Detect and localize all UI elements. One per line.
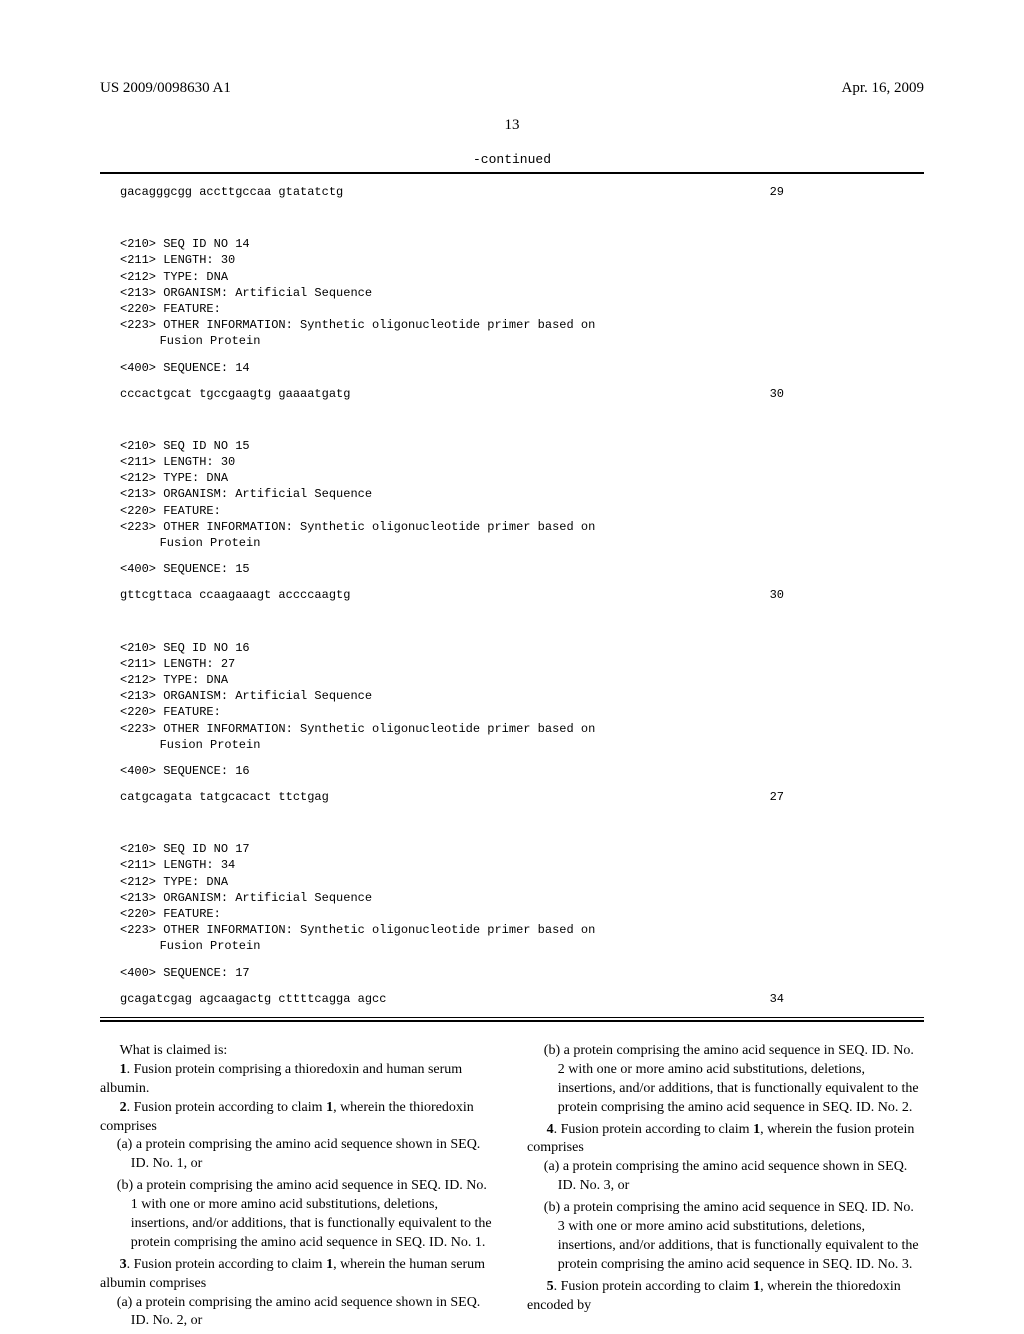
sequence-count: 30 — [770, 386, 784, 402]
seq-annotation: <210> SEQ ID NO 16 — [120, 640, 904, 656]
sequence-count: 30 — [770, 587, 784, 603]
divider-mid — [100, 1017, 924, 1018]
seq-annotation: <213> ORGANISM: Artificial Sequence — [120, 486, 904, 502]
claim-ref: 1 — [753, 1122, 760, 1137]
page-header: US 2009/0098630 A1 Apr. 16, 2009 — [100, 80, 924, 97]
sequence-label: <400> SEQUENCE: 16 — [120, 763, 904, 779]
seq-annotation: <213> ORGANISM: Artificial Sequence — [120, 285, 904, 301]
page-number: 13 — [100, 117, 924, 134]
seq-annotation: <223> OTHER INFORMATION: Synthetic oligo… — [120, 519, 904, 535]
sequence-result: gcagatcgag agcaagactg cttttcagga agcc 34 — [120, 991, 904, 1007]
claim-subitem: (b) a protein comprising the amino acid … — [100, 1177, 497, 1253]
sequence-data: catgcagata tatgcacact ttctgag — [120, 789, 329, 805]
seq-annotation: <211> LENGTH: 34 — [120, 857, 904, 873]
seq-annotation: <220> FEATURE: — [120, 704, 904, 720]
divider-bottom — [100, 1020, 924, 1022]
seq-annotation: <220> FEATURE: — [120, 503, 904, 519]
seq-annotation: <220> FEATURE: — [120, 906, 904, 922]
claim-text: . Fusion protein comprising a thioredoxi… — [100, 1062, 462, 1096]
claim-subitem: (b) a protein comprising the amino acid … — [527, 1042, 924, 1118]
sequence-result: gttcgttaca ccaagaaagt accccaagtg 30 — [120, 587, 904, 603]
seq-annotation: <223> OTHER INFORMATION: Synthetic oligo… — [120, 317, 904, 333]
claim-ref: 1 — [753, 1279, 760, 1294]
claims-section: What is claimed is: 1. Fusion protein co… — [100, 1042, 924, 1334]
seq-annotation: <211> LENGTH: 30 — [120, 252, 904, 268]
left-column: What is claimed is: 1. Fusion protein co… — [100, 1042, 497, 1334]
claim-text: . Fusion protein according to claim — [554, 1122, 753, 1137]
seq-annotation: <212> TYPE: DNA — [120, 470, 904, 486]
claim-number: 2 — [120, 1100, 127, 1115]
claim-subitem: (a) a protein comprising the amino acid … — [527, 1158, 924, 1196]
seq-annotation: <211> LENGTH: 27 — [120, 656, 904, 672]
claim-2: 2. Fusion protein according to claim 1, … — [100, 1099, 497, 1137]
seq-annotation-indent: Fusion Protein — [120, 938, 904, 954]
sequence-result: catgcagata tatgcacact ttctgag 27 — [120, 789, 904, 805]
seq-annotation: <213> ORGANISM: Artificial Sequence — [120, 688, 904, 704]
claim-number: 4 — [547, 1122, 554, 1137]
sequence-label: <400> SEQUENCE: 17 — [120, 965, 904, 981]
claim-text: . Fusion protein according to claim — [554, 1279, 753, 1294]
seq-annotation: <211> LENGTH: 30 — [120, 454, 904, 470]
continued-label: -continued — [100, 152, 924, 167]
seq-annotation: <213> ORGANISM: Artificial Sequence — [120, 890, 904, 906]
claim-subitem: (a) a protein comprising the amino acid … — [100, 1294, 497, 1332]
claim-number: 1 — [120, 1062, 127, 1077]
claim-text: . Fusion protein according to claim — [127, 1100, 326, 1115]
sequence-result: gacagggcgg accttgccaa gtatatctg 29 — [120, 184, 904, 200]
publication-date: Apr. 16, 2009 — [842, 80, 925, 97]
sequence-data: cccactgcat tgccgaagtg gaaaatgatg — [120, 386, 350, 402]
right-column: (b) a protein comprising the amino acid … — [527, 1042, 924, 1334]
seq-annotation-indent: Fusion Protein — [120, 333, 904, 349]
seq-annotation: <210> SEQ ID NO 17 — [120, 841, 904, 857]
claim-ref: 1 — [326, 1257, 333, 1272]
sequence-result: cccactgcat tgccgaagtg gaaaatgatg 30 — [120, 386, 904, 402]
seq-annotation-indent: Fusion Protein — [120, 737, 904, 753]
sequence-label: <400> SEQUENCE: 15 — [120, 561, 904, 577]
claim-number: 3 — [120, 1257, 127, 1272]
seq-annotation: <223> OTHER INFORMATION: Synthetic oligo… — [120, 922, 904, 938]
seq-annotation: <220> FEATURE: — [120, 301, 904, 317]
sequence-data: gacagggcgg accttgccaa gtatatctg — [120, 184, 343, 200]
sequence-count: 27 — [770, 789, 784, 805]
sequence-count: 34 — [770, 991, 784, 1007]
seq-annotation: <212> TYPE: DNA — [120, 874, 904, 890]
claim-subitem: (b) a protein comprising the amino acid … — [527, 1199, 924, 1275]
sequence-label: <400> SEQUENCE: 14 — [120, 360, 904, 376]
claims-intro: What is claimed is: — [100, 1042, 497, 1061]
claim-number: 5 — [547, 1279, 554, 1294]
claim-5: 5. Fusion protein according to claim 1, … — [527, 1278, 924, 1316]
claim-ref: 1 — [326, 1100, 333, 1115]
seq-annotation: <212> TYPE: DNA — [120, 269, 904, 285]
claim-subitem: (a) a protein comprising the amino acid … — [100, 1136, 497, 1174]
seq-annotation: <210> SEQ ID NO 15 — [120, 438, 904, 454]
seq-annotation-indent: Fusion Protein — [120, 535, 904, 551]
seq-annotation: <210> SEQ ID NO 14 — [120, 236, 904, 252]
sequence-count: 29 — [770, 184, 784, 200]
claim-1: 1. Fusion protein comprising a thioredox… — [100, 1061, 497, 1099]
claim-4: 4. Fusion protein according to claim 1, … — [527, 1121, 924, 1159]
sequence-data: gcagatcgag agcaagactg cttttcagga agcc — [120, 991, 386, 1007]
seq-annotation: <212> TYPE: DNA — [120, 672, 904, 688]
claim-text: . Fusion protein according to claim — [127, 1257, 326, 1272]
patent-number: US 2009/0098630 A1 — [100, 80, 231, 97]
seq-annotation: <223> OTHER INFORMATION: Synthetic oligo… — [120, 721, 904, 737]
claim-3: 3. Fusion protein according to claim 1, … — [100, 1256, 497, 1294]
sequence-listing: gacagggcgg accttgccaa gtatatctg 29 <210>… — [100, 174, 924, 1017]
sequence-data: gttcgttaca ccaagaaagt accccaagtg — [120, 587, 350, 603]
